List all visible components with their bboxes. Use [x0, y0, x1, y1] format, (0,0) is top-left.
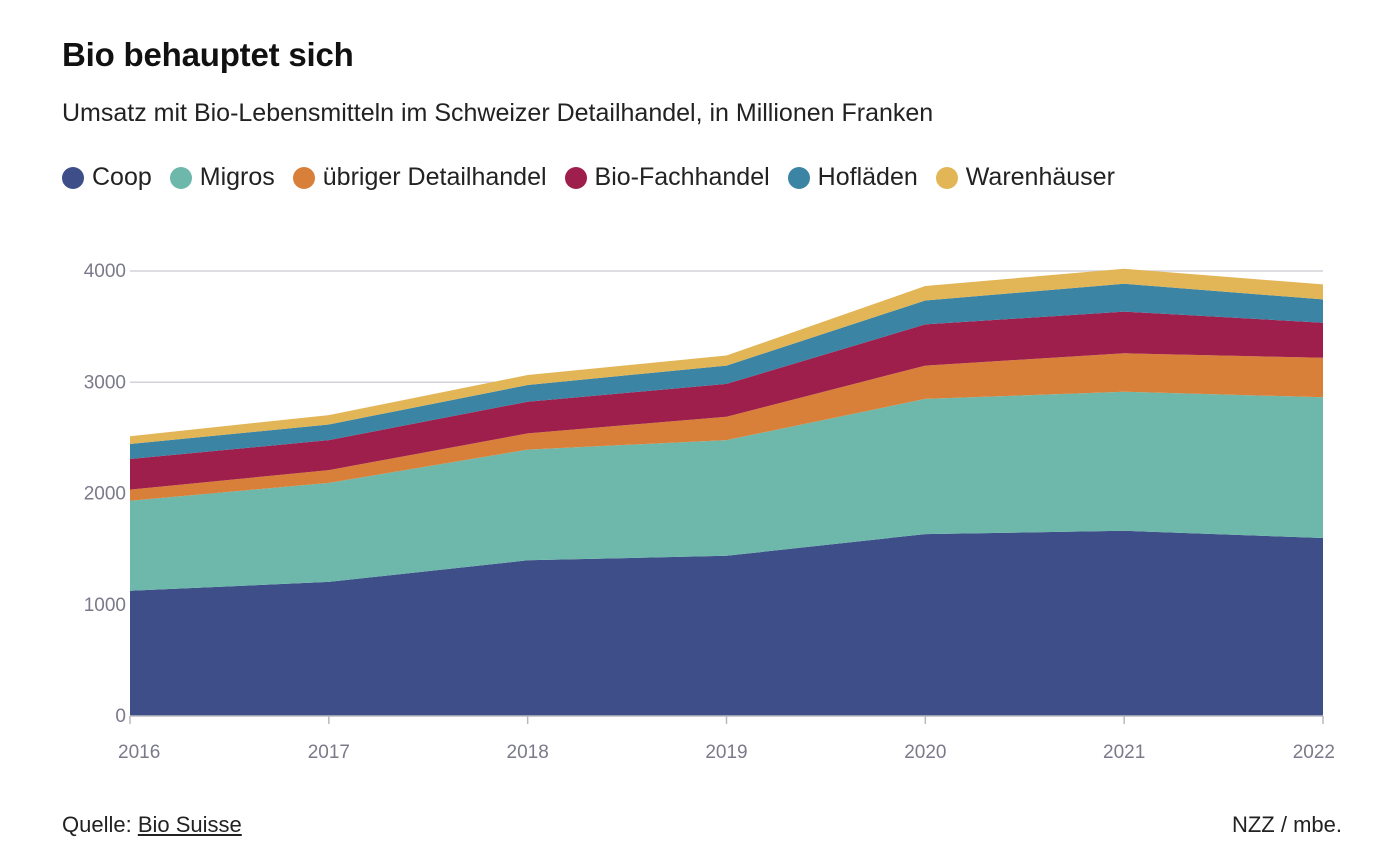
chart-title: Bio behauptet sich	[62, 36, 354, 73]
credit-note: NZZ / mbe.	[1231, 812, 1342, 837]
y-tick-label: 0	[115, 706, 126, 727]
chart-legend: Coop Migros übriger Detailhandel Bio-Fachha…	[62, 163, 1133, 192]
y-tick-label: 4000	[84, 261, 126, 282]
legend-item: Coop	[62, 163, 152, 192]
legend-item: Warenhäuser	[935, 163, 1115, 192]
x-tick-label: 2020	[904, 742, 946, 763]
x-tick-label: 2017	[308, 742, 350, 763]
legend-item: Migros	[169, 163, 275, 192]
legend-swatch	[564, 166, 587, 189]
legend-swatch	[169, 166, 192, 189]
chart-subtitle: Umsatz mit Bio-Lebensmitteln im Schweize…	[62, 99, 934, 127]
area-series	[130, 283, 1323, 459]
legend-item: Bio-Fachhandel	[564, 163, 770, 192]
x-tick-label: 2022	[1293, 742, 1335, 763]
area-series	[130, 353, 1323, 501]
y-tick-label: 1000	[84, 595, 126, 616]
legend-label: Migros	[199, 163, 275, 191]
x-tick-label: 2018	[507, 742, 549, 763]
legend-swatch	[62, 166, 84, 189]
legend-item: übriger Detailhandel	[292, 163, 547, 192]
y-tick-label: 2000	[84, 484, 126, 505]
legend-label: Warenhäuser	[965, 163, 1115, 191]
x-tick-label: 2019	[705, 742, 747, 763]
legend-swatch	[935, 166, 958, 189]
y-tick-label: 3000	[84, 372, 126, 393]
source-prefix: Quelle:	[62, 812, 138, 837]
area-series	[130, 530, 1323, 716]
area-series	[130, 268, 1323, 444]
legend-label: Coop	[92, 163, 152, 191]
legend-swatch	[787, 166, 810, 189]
source-note: Quelle: Bio Suisse	[62, 812, 242, 838]
x-tick-label: 2021	[1103, 742, 1145, 763]
legend-label: Bio-Fachhandel	[594, 163, 770, 191]
legend-label: übriger Detailhandel	[322, 163, 547, 191]
source-link[interactable]: Bio Suisse	[137, 812, 242, 837]
legend-item: Hofläden	[787, 163, 918, 192]
legend-swatch	[292, 166, 315, 189]
x-tick-label: 2016	[118, 742, 160, 763]
area-series	[130, 311, 1323, 490]
legend-label: Hofläden	[817, 163, 918, 191]
area-series	[130, 391, 1323, 591]
